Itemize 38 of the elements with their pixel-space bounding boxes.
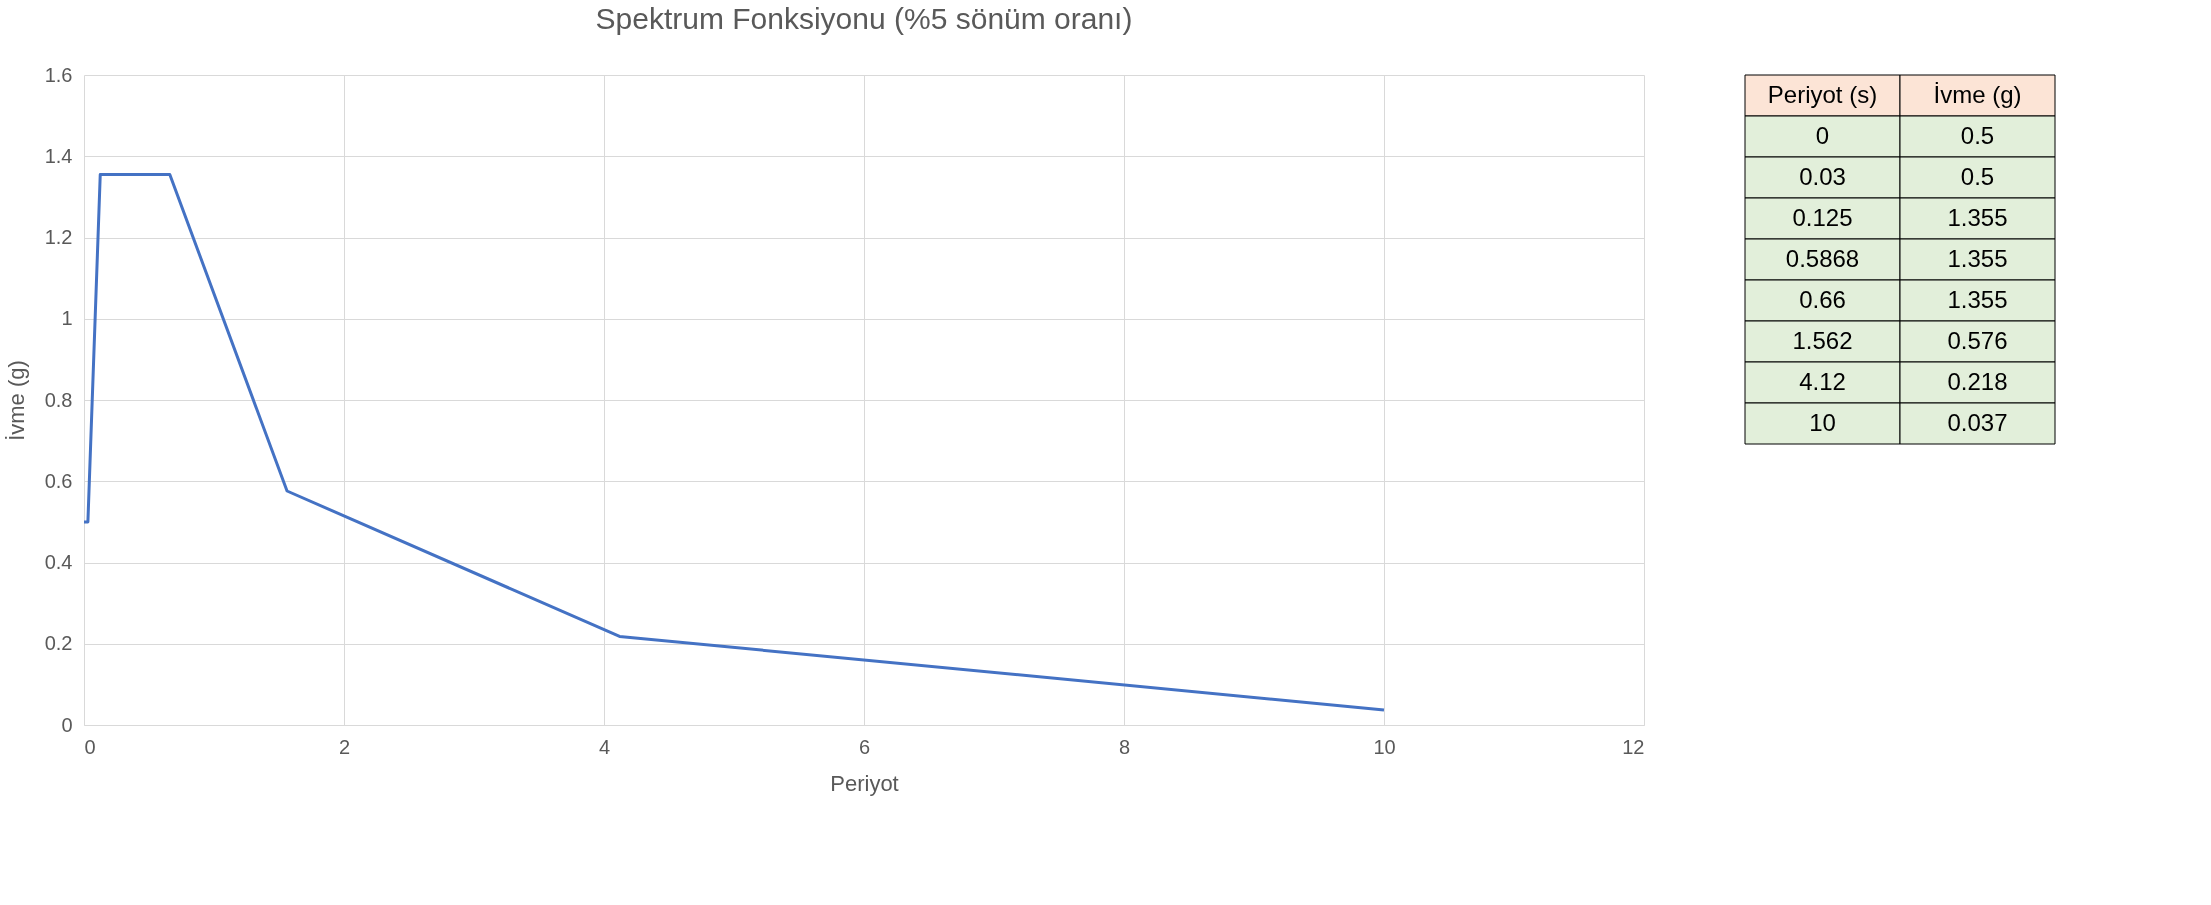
x-tick-label: 0 xyxy=(84,735,96,758)
y-axis-title: İvme (g) xyxy=(3,360,29,441)
y-tick-label: 1 xyxy=(61,307,73,330)
x-axis-title: Periyot xyxy=(830,770,899,796)
text: 0.5 xyxy=(1960,162,1995,190)
line-series xyxy=(82,173,1386,712)
text: 1.355 xyxy=(1947,244,2008,272)
y-tick-label: 0 xyxy=(61,713,73,736)
text: 0.03 xyxy=(1799,162,1846,190)
text: Periyot (s) xyxy=(1767,80,1878,108)
x-tick-label: 12 xyxy=(1622,735,1645,758)
text: 0.66 xyxy=(1799,285,1846,313)
y-tick-label: 1.6 xyxy=(44,63,73,86)
text: 0.5 xyxy=(1960,121,1995,149)
chart-title: Spektrum Fonksiyonu (%5 sönüm oranı) xyxy=(595,2,1133,35)
text: 4.12 xyxy=(1799,367,1846,395)
x-tick-label: 2 xyxy=(338,735,351,758)
text: 0.218 xyxy=(1947,367,2008,395)
y-tick-label: 1.2 xyxy=(44,226,73,248)
text: 0.5868 xyxy=(1785,244,1860,272)
y-tick-label: 1.4 xyxy=(44,144,73,167)
y-tick-label: 0.8 xyxy=(44,388,73,411)
text: 0.576 xyxy=(1947,326,2008,354)
x-tick-label: 10 xyxy=(1373,735,1396,758)
text: 10 xyxy=(1809,408,1836,436)
y-tick-label: 0.4 xyxy=(44,551,73,573)
x-tick-label: 6 xyxy=(858,735,871,758)
text: 0 xyxy=(1815,121,1830,149)
text: 0.037 xyxy=(1947,408,2008,436)
y-tick-label: 0.2 xyxy=(44,632,73,655)
x-tick-label: 8 xyxy=(1118,735,1131,758)
text: İvme (g) xyxy=(1933,80,2022,108)
text: 1.355 xyxy=(1947,203,2008,231)
text: 1.562 xyxy=(1792,326,1853,354)
text: 1.355 xyxy=(1947,285,2008,313)
text: 0.125 xyxy=(1792,203,1853,231)
x-tick-label: 4 xyxy=(598,735,611,758)
y-tick-label: 0.6 xyxy=(44,469,73,492)
